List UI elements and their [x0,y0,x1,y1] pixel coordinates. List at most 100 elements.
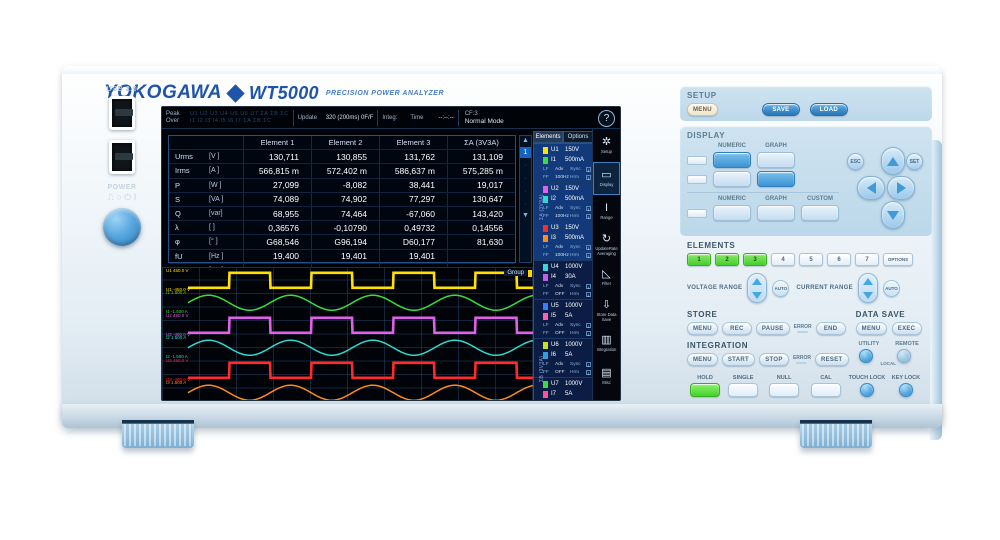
sync-box-2[interactable]: 1 [586,252,591,259]
soft-key-rail[interactable]: ✲ Setup ▭ Display I Range ↻ UpdateRate Averagin… [592,129,620,400]
element-button-3[interactable]: 3 [743,253,767,266]
load-button[interactable]: LOAD [809,103,848,116]
store-pause-button[interactable]: PAUSE [755,322,790,335]
sync-box[interactable]: 1 [586,401,591,402]
display-numeric-1-button[interactable] [713,152,751,168]
sync-box-2[interactable]: 1 [586,330,591,337]
display-custom-button[interactable] [801,205,839,221]
table-row[interactable]: λ [ ] 0,36576 -0,10790 0,49732 0,14556 [169,221,515,236]
element-group[interactable]: U2 150V I2 500mA LF Adv Sync 1 FF 100Hz Hrm 1 [534,183,592,222]
store-rec-button[interactable]: REC [721,322,752,335]
element-group[interactable]: U3 150V I3 500mA LF Adv Sync 1 FF 100Hz Hrm 1 [534,222,592,261]
page-down-icon[interactable]: ▼ [522,212,529,219]
table-row[interactable]: Urms [V ] 130,711 130,855 131,762 131,109 [169,150,515,165]
element-group[interactable]: U4 1000V I4 30A LF Adv Sync 1 FF OFF Hrm 1 [534,261,592,300]
element-group[interactable]: U71000VI75ALFAdvSync1FFOFFHrm1 [534,378,592,402]
nav-up-button[interactable] [881,147,905,175]
remote-button[interactable] [896,349,911,363]
element-group[interactable]: U5 1000V I5 5A LF Adv Sync 1 FF OFF Hrm 1 [534,300,592,339]
display-numeric-3-button[interactable] [713,205,751,221]
display-graph-1-button[interactable] [757,152,795,168]
current-range-stepper[interactable] [857,273,878,303]
utility-button[interactable] [858,349,873,363]
data-save-exec-button[interactable]: EXEC [891,322,922,335]
display-graph-3-button[interactable] [757,205,795,221]
esc-button[interactable]: ESC [847,153,864,170]
sync-box[interactable]: 1 [586,322,591,329]
usb-port-2[interactable] [109,140,135,174]
display-led-3[interactable] [687,208,707,218]
hold-button[interactable] [690,383,721,397]
nav-left-button[interactable] [857,176,885,200]
integration-stop-button[interactable]: STOP [758,353,789,366]
tab-elements[interactable]: Elements [533,131,563,143]
set-button[interactable]: SET [906,153,923,170]
rail-item-updaterate-averaging[interactable]: ↻ UpdateRate Averaging [593,228,620,261]
lcd-screen[interactable]: Peak U1 U2 U3 U4 U5 U6 U7 ΣA ΣB ΣC Over I1… [162,107,620,400]
nav-down-button[interactable] [881,201,905,229]
save-button[interactable]: SAVE [761,103,800,116]
integration-menu-button[interactable]: MENU [687,353,718,366]
single-button[interactable] [728,383,759,397]
sync-box[interactable]: 1 [586,166,591,173]
display-led-1[interactable] [687,155,707,165]
display-numeric-2-button[interactable] [713,171,751,187]
element-button-1[interactable]: 1 [687,253,711,266]
null-button[interactable] [769,383,800,397]
nav-right-button[interactable] [887,176,915,200]
table-row[interactable]: fU [Hz ] 19,400 19,401 19,401 [169,249,515,264]
voltage-auto-button[interactable]: AUTO [772,279,790,297]
page-up-icon[interactable]: ▲ [522,137,529,144]
table-row[interactable]: P [W ] 27,099 -8,082 38,441 19,017 [169,178,515,193]
cal-button[interactable] [810,383,841,397]
rail-item-display[interactable]: ▭ Display [593,162,620,195]
display-led-2[interactable] [687,174,707,184]
help-icon[interactable]: ? [598,110,615,127]
rail-item-range[interactable]: I Range [593,195,620,228]
rail-item-setup[interactable]: ✲ Setup [593,129,620,162]
element-button-4[interactable]: 4 [771,253,795,266]
rail-item-misc[interactable]: ▤ Misc [593,360,620,393]
display-graph-2-button[interactable] [757,171,795,187]
tab-options[interactable]: Options [563,131,593,143]
setup-menu-button[interactable]: MENU [687,103,718,116]
touch-lock-button[interactable] [859,383,874,397]
sync-box-2[interactable]: 1 [586,291,591,298]
integration-reset-button[interactable]: RESET [815,353,849,366]
rail-item-store-data-save[interactable]: ⇩ Store Data Save [593,294,620,327]
page-dot[interactable]: · [524,188,527,195]
element-group[interactable]: U1 150V I1 500mA LF Adv Sync 1 FF 100Hz Hrm 1 [534,144,592,183]
integration-start-button[interactable]: START [721,353,755,366]
page-dot[interactable]: · [524,201,527,208]
sync-box-2[interactable]: 1 [586,369,591,376]
sync-box[interactable]: 1 [586,205,591,212]
waveform-area[interactable]: U1 450.0 V U1 -450.0 V I1 1.500 A I1 -1.500… [162,267,533,400]
sync-box[interactable]: 1 [586,361,591,368]
element-options-button[interactable]: OPTIONS [883,253,913,266]
element-button-7[interactable]: 7 [855,253,879,266]
store-menu-button[interactable]: MENU [687,322,718,335]
element-button-6[interactable]: 6 [827,253,851,266]
element-group[interactable]: U6 1000V I6 5A LF Adv Sync 1 FF OFF Hrm 1 [534,339,592,378]
usb-port-1[interactable] [109,96,135,130]
sync-box-2[interactable]: 1 [586,174,591,181]
page-selector[interactable]: ▲ 1 · · · · ▼ [519,135,532,263]
sync-box[interactable]: 1 [586,244,591,251]
page-number[interactable]: 1 [520,147,531,158]
page-dot[interactable]: · [524,162,527,169]
sync-box[interactable]: 1 [586,283,591,290]
power-button[interactable] [103,208,141,246]
key-lock-button[interactable] [898,383,913,397]
rail-item-integration[interactable]: ▥ Integration [593,327,620,360]
element-button-5[interactable]: 5 [799,253,823,266]
measurement-table[interactable]: Element 1 Element 2 Element 3 ΣA (3V3A) … [168,135,516,278]
sync-box-2[interactable]: 1 [586,213,591,220]
table-row[interactable]: Irms [A ] 566,815 m 572,402 m 586,637 m 575,2… [169,164,515,179]
page-dot[interactable]: · [524,175,527,182]
element-button-2[interactable]: 2 [715,253,739,266]
table-row[interactable]: φ [° ] G68,546 G96,194 D60,177 81,630 [169,235,515,250]
elements-panel[interactable]: Elements Options ΣA (3V3A) ΣB (3V3A) U1 1… [533,131,593,402]
data-save-menu-button[interactable]: MENU [855,322,887,335]
voltage-range-stepper[interactable] [747,273,768,303]
table-row[interactable]: S [VA ] 74,089 74,902 77,297 130,647 [169,192,515,207]
